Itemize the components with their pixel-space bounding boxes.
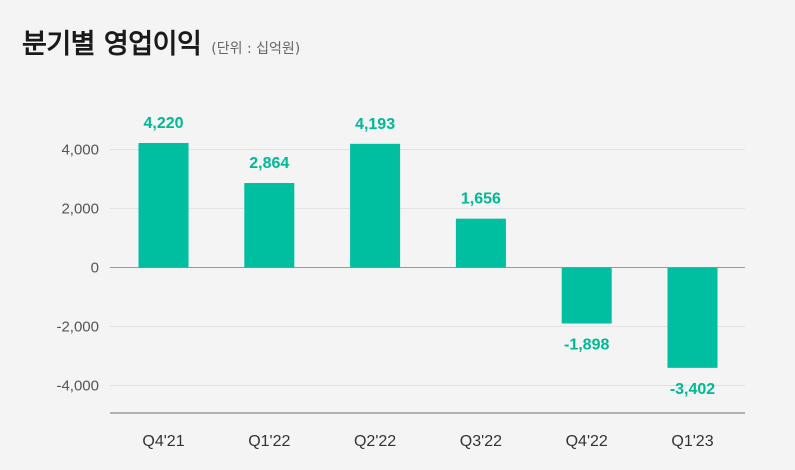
x-category-label: Q4'22 <box>566 433 608 450</box>
data-label: -3,402 <box>670 381 715 398</box>
bar <box>244 183 295 268</box>
data-label: 1,656 <box>461 191 501 208</box>
grid-layer <box>110 149 745 386</box>
bar <box>561 267 612 324</box>
x-category-label: Q1'23 <box>671 433 713 450</box>
unit-note: (단위 : 십억원) <box>211 41 301 57</box>
chart-title: 분기별 영업이익 <box>22 29 202 60</box>
bar <box>667 267 718 368</box>
axis-layer: 4,000 2,000 0 -2,000 -4,000 Q4'21 Q1'22 Q2'22 Q3… <box>56 142 745 450</box>
bar <box>138 143 189 268</box>
x-category-label: Q4'21 <box>142 433 184 450</box>
y-tick-label: 0 <box>91 260 99 277</box>
bar <box>455 218 506 268</box>
y-tick-label: 2,000 <box>61 201 99 218</box>
x-category-label: Q3'22 <box>460 433 502 450</box>
data-label: -1,898 <box>564 336 609 353</box>
x-category-label: Q2'22 <box>354 433 396 450</box>
y-tick-label: -4,000 <box>56 378 99 395</box>
data-label: 4,193 <box>355 116 395 133</box>
bar <box>350 143 401 268</box>
bar-layer <box>138 143 718 368</box>
label-layer: 4,220 2,864 4,193 1,656 -1,898 -3,402 <box>143 115 715 398</box>
y-tick-label: 4,000 <box>61 142 99 159</box>
data-label: 4,220 <box>143 115 183 132</box>
data-label: 2,864 <box>249 155 289 172</box>
y-tick-label: -2,000 <box>56 319 99 336</box>
x-category-label: Q1'22 <box>248 433 290 450</box>
chart-header: 분기별 영업이익 (단위 : 십억원) <box>22 22 300 61</box>
